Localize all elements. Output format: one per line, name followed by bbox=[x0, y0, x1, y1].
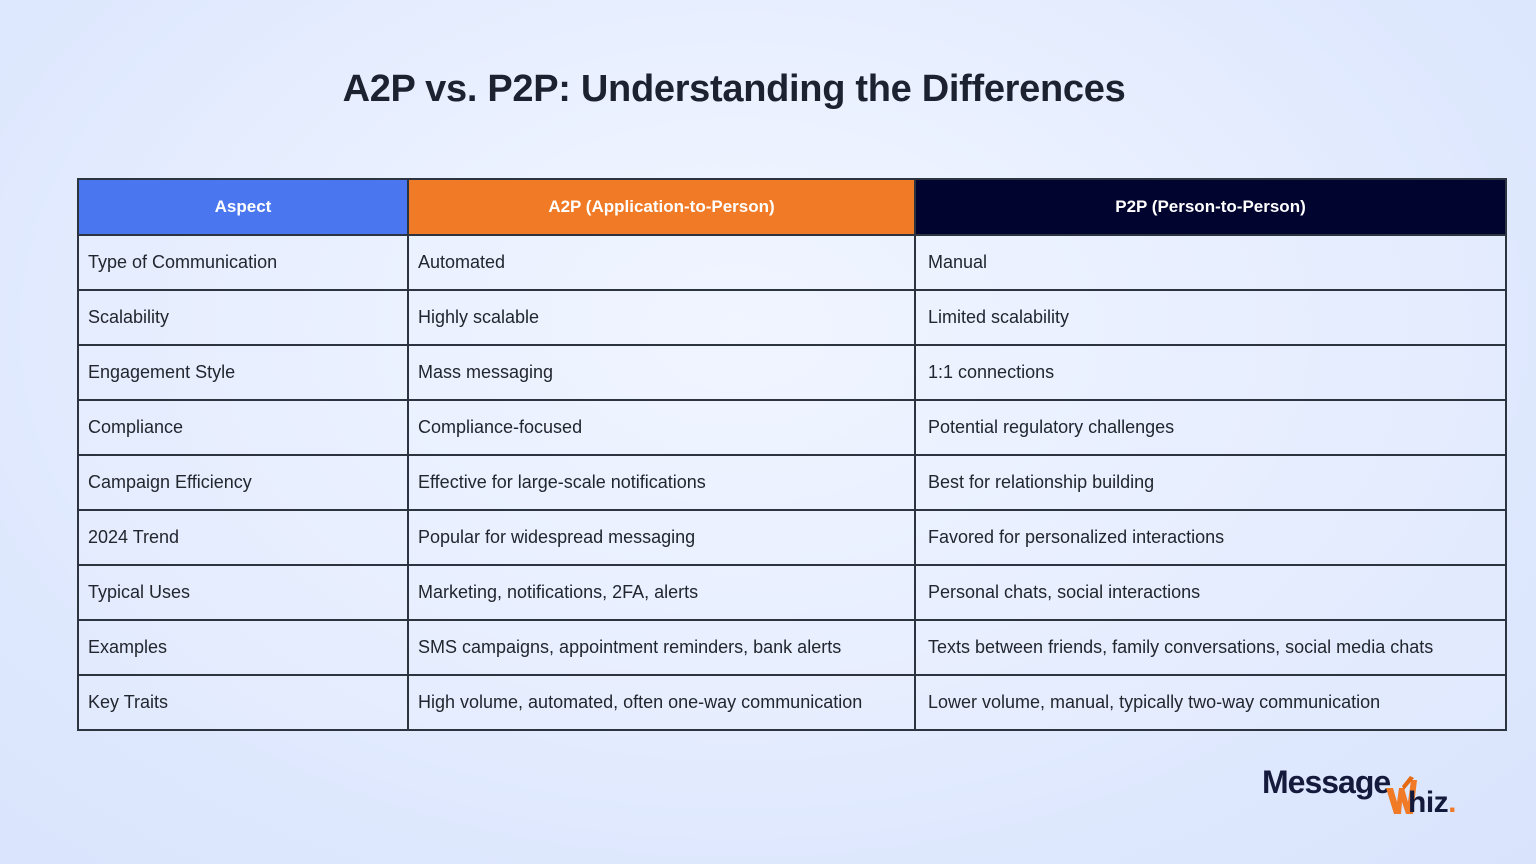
cell-a2p: Marketing, notifications, 2FA, alerts bbox=[407, 564, 916, 621]
table-row: Type of Communication Automated Manual bbox=[77, 234, 1507, 291]
cell-p2p: 1:1 connections bbox=[914, 344, 1507, 401]
header-aspect: Aspect bbox=[77, 178, 409, 236]
cell-p2p: Favored for personalized interactions bbox=[914, 509, 1507, 566]
cell-a2p: High volume, automated, often one-way co… bbox=[407, 674, 916, 731]
logo-text-message: Message bbox=[1262, 764, 1391, 800]
logo-dot: . bbox=[1448, 786, 1457, 819]
cell-a2p: Highly scalable bbox=[407, 289, 916, 346]
comparison-table-container: Aspect A2P (Application-to-Person) P2P (… bbox=[77, 178, 1507, 731]
cell-aspect: Type of Communication bbox=[77, 234, 409, 291]
cell-a2p: Popular for widespread messaging bbox=[407, 509, 916, 566]
checkmark-w-icon bbox=[1384, 774, 1418, 823]
cell-a2p: Mass messaging bbox=[407, 344, 916, 401]
cell-aspect: Key Traits bbox=[77, 674, 409, 731]
cell-a2p: Automated bbox=[407, 234, 916, 291]
table-row: Scalability Highly scalable Limited scal… bbox=[77, 289, 1507, 346]
table-row: Key Traits High volume, automated, often… bbox=[77, 674, 1507, 731]
cell-aspect: Examples bbox=[77, 619, 409, 676]
table-header-row: Aspect A2P (Application-to-Person) P2P (… bbox=[77, 178, 1507, 236]
cell-a2p: Compliance-focused bbox=[407, 399, 916, 456]
cell-aspect: Engagement Style bbox=[77, 344, 409, 401]
table-row: 2024 Trend Popular for widespread messag… bbox=[77, 509, 1507, 566]
cell-a2p: SMS campaigns, appointment reminders, ba… bbox=[407, 619, 916, 676]
cell-aspect: 2024 Trend bbox=[77, 509, 409, 566]
cell-aspect: Campaign Efficiency bbox=[77, 454, 409, 511]
cell-aspect: Typical Uses bbox=[77, 564, 409, 621]
table-row: Engagement Style Mass messaging 1:1 conn… bbox=[77, 344, 1507, 401]
cell-p2p: Lower volume, manual, typically two-way … bbox=[914, 674, 1507, 731]
header-a2p: A2P (Application-to-Person) bbox=[407, 178, 916, 236]
cell-aspect: Scalability bbox=[77, 289, 409, 346]
cell-a2p: Effective for large-scale notifications bbox=[407, 454, 916, 511]
cell-p2p: Limited scalability bbox=[914, 289, 1507, 346]
cell-p2p: Best for relationship building bbox=[914, 454, 1507, 511]
logo-text-hiz: hiz. bbox=[1408, 786, 1457, 819]
table-row: Compliance Compliance-focused Potential … bbox=[77, 399, 1507, 456]
table-row: Examples SMS campaigns, appointment remi… bbox=[77, 619, 1507, 676]
messagewhiz-logo: Message hiz. bbox=[1262, 764, 1472, 824]
cell-aspect: Compliance bbox=[77, 399, 409, 456]
comparison-table: Aspect A2P (Application-to-Person) P2P (… bbox=[77, 178, 1507, 731]
table-row: Campaign Efficiency Effective for large-… bbox=[77, 454, 1507, 511]
table-row: Typical Uses Marketing, notifications, 2… bbox=[77, 564, 1507, 621]
cell-p2p: Potential regulatory challenges bbox=[914, 399, 1507, 456]
cell-p2p: Personal chats, social interactions bbox=[914, 564, 1507, 621]
cell-p2p: Texts between friends, family conversati… bbox=[914, 619, 1507, 676]
header-p2p: P2P (Person-to-Person) bbox=[914, 178, 1507, 236]
page-title: A2P vs. P2P: Understanding the Differenc… bbox=[342, 68, 1126, 110]
cell-p2p: Manual bbox=[914, 234, 1507, 291]
